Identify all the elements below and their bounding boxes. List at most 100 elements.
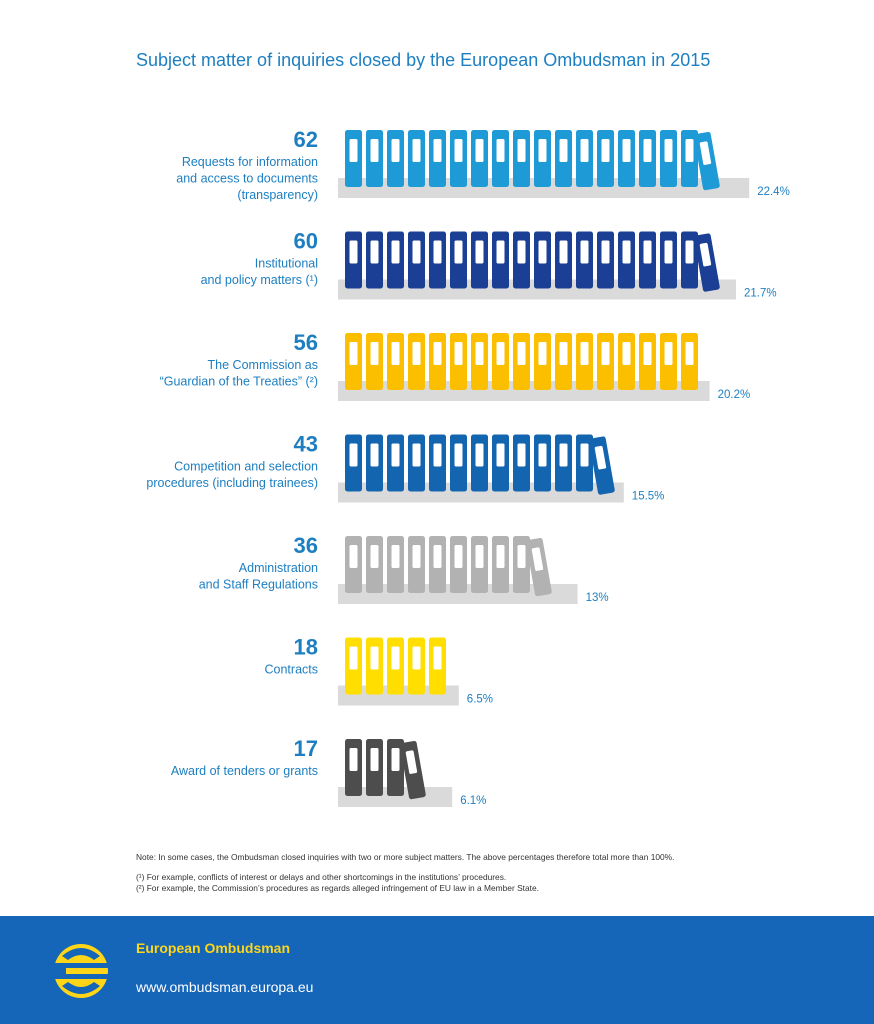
binder-label-slot	[370, 748, 379, 771]
note-main: Note: In some cases, the Ombudsman close…	[136, 852, 675, 862]
binder	[534, 333, 551, 390]
binder	[513, 130, 530, 187]
binder	[345, 739, 362, 796]
binder-label-slot	[664, 342, 673, 365]
binder-label-slot	[538, 139, 547, 162]
binder-label-slot	[454, 139, 463, 162]
footnote-2: (²) For example, the Commission’s proced…	[136, 883, 539, 893]
percent-label: 6.5%	[467, 694, 493, 706]
binder-label-slot	[475, 240, 484, 264]
binder-label-slot	[699, 141, 712, 165]
binder-label-slot	[433, 646, 442, 670]
category-label: Requests for information	[182, 155, 318, 169]
binder-label-slot	[517, 139, 526, 162]
binder-label-slot	[412, 139, 421, 162]
binder	[576, 434, 593, 492]
binder-label-slot	[601, 240, 610, 264]
binder	[408, 333, 425, 390]
category-label: and policy matters (¹)	[201, 273, 318, 287]
binder-label-slot	[475, 545, 484, 568]
binder-label-slot	[601, 139, 610, 162]
category-row: 17 Award of tenders or grants 6.1%	[171, 736, 486, 807]
binder-label-slot	[622, 342, 631, 365]
binder	[450, 130, 467, 187]
binder	[534, 130, 551, 187]
percent-label: 20.2%	[718, 389, 751, 401]
binder-label-slot	[685, 240, 694, 264]
category-label: and access to documents	[176, 172, 318, 186]
footer-url[interactable]: www.ombudsman.europa.eu	[136, 979, 314, 995]
binder-label-slot	[580, 139, 589, 162]
binder	[597, 231, 614, 289]
binder	[450, 333, 467, 390]
tilted-binder	[399, 740, 426, 800]
binder	[681, 231, 698, 289]
binder	[618, 130, 635, 187]
binder	[534, 231, 551, 289]
binder	[513, 231, 530, 289]
binder	[513, 333, 530, 390]
binder	[681, 130, 698, 187]
binder	[345, 536, 362, 593]
binder-label-slot	[559, 443, 568, 467]
binder-label-slot	[405, 750, 418, 774]
percent-label: 6.1%	[460, 795, 486, 807]
binder-label-slot	[601, 342, 610, 365]
binder-label-slot	[349, 342, 358, 365]
binder	[429, 434, 446, 492]
binder-label-slot	[496, 443, 505, 467]
binder-label-slot	[580, 240, 589, 264]
binder	[366, 130, 383, 187]
binder	[366, 637, 383, 695]
binder	[555, 333, 572, 390]
binder	[471, 333, 488, 390]
category-label: Administration	[239, 561, 318, 575]
binder-label-slot	[370, 545, 379, 568]
binder	[660, 231, 677, 289]
percent-label: 15.5%	[632, 491, 665, 503]
category-value: 43	[294, 432, 318, 457]
binder	[681, 333, 698, 390]
binder	[492, 434, 509, 492]
binder	[408, 130, 425, 187]
binder-label-slot	[538, 342, 547, 365]
binder	[555, 130, 572, 187]
percent-label: 13%	[586, 592, 609, 604]
binder-label-slot	[496, 139, 505, 162]
binder-label-slot	[531, 547, 544, 571]
binder	[660, 130, 677, 187]
binder-label-slot	[496, 240, 505, 264]
category-label: The Commission as	[208, 358, 318, 372]
binder-label-slot	[349, 443, 358, 467]
binder-label-slot	[559, 139, 568, 162]
binder	[513, 434, 530, 492]
category-value: 36	[294, 533, 318, 558]
tilted-binder	[693, 131, 720, 191]
binder	[408, 637, 425, 695]
binder-label-slot	[349, 646, 358, 670]
binder	[471, 434, 488, 492]
binder-label-slot	[580, 443, 589, 467]
binder-label-slot	[594, 445, 607, 470]
binder-label-slot	[699, 242, 712, 267]
category-value: 60	[294, 229, 318, 254]
category-row: 43 Competition and selection procedures (i…	[146, 432, 664, 503]
binder-label-slot	[643, 240, 652, 264]
category-label: “Guardian of the Treaties” (²)	[160, 375, 318, 389]
category-row: 18 Contracts 6.5%	[265, 635, 493, 706]
binder-label-slot	[454, 342, 463, 365]
binder	[555, 231, 572, 289]
binder-label-slot	[370, 139, 379, 162]
category-label: Institutional	[255, 257, 318, 271]
binder-label-slot	[433, 139, 442, 162]
binder-label-slot	[517, 545, 526, 568]
binder	[576, 231, 593, 289]
binder-label-slot	[517, 240, 526, 264]
binder-label-slot	[349, 139, 358, 162]
binder-label-slot	[412, 646, 421, 670]
binder	[555, 434, 572, 492]
binder	[366, 434, 383, 492]
category-value: 56	[294, 330, 318, 355]
category-row: 56 The Commission as “Guardian of the Trea…	[160, 330, 751, 401]
binder	[450, 231, 467, 289]
